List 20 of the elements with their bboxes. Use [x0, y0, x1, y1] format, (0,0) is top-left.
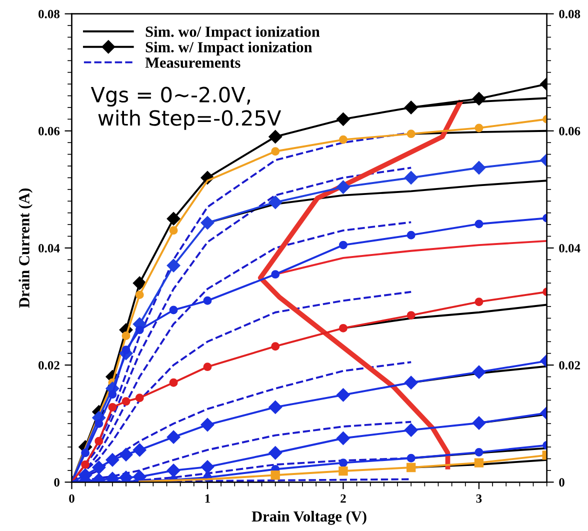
- y2-tick-label: 0.06: [559, 126, 580, 136]
- legend-label: Measurements: [145, 58, 240, 68]
- y-tick-label: 0.06: [38, 126, 60, 136]
- y2-tick-label: 0: [559, 478, 564, 487]
- x-axis-title: Drain Voltage (V): [252, 510, 366, 525]
- x-tick-label: 0: [69, 494, 74, 503]
- y-tick-label: 0.02: [38, 361, 60, 370]
- legend-label: Sim. w/ Impact ionization: [146, 42, 312, 56]
- annotation: Vgs = 0~-2.0V, with Step=-0.25V: [90, 86, 282, 130]
- y-tick-label: 0.08: [38, 10, 60, 18]
- y-tick-label: 0: [54, 478, 60, 487]
- y2-tick-label: 0.04: [559, 244, 580, 252]
- y-tick-label: 0.04: [38, 244, 60, 252]
- y2-tick-label: 0.08: [559, 10, 580, 18]
- y2-tick-label: 0.02: [559, 361, 580, 370]
- x-tick-label: 1: [205, 494, 210, 503]
- y-axis-title: Drain Current (A): [18, 188, 32, 308]
- legend-label: Sim. wo/ Impact ionization: [146, 26, 320, 40]
- x-tick-label: 2: [340, 494, 346, 503]
- x-tick-label: 3: [476, 494, 482, 503]
